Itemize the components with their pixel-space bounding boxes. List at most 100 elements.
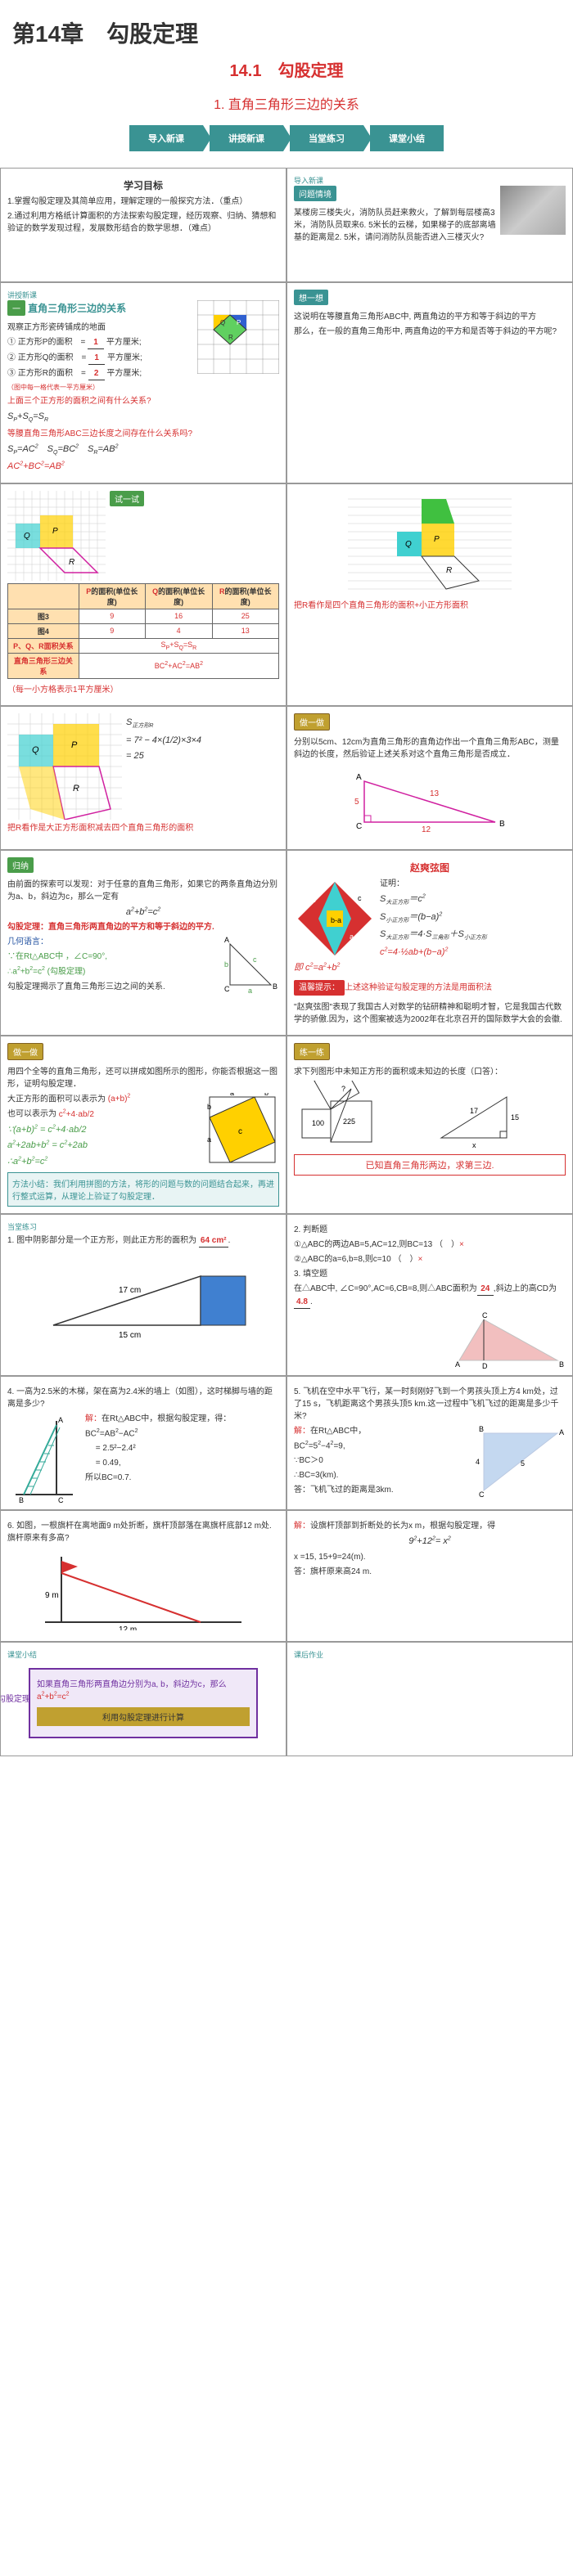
ladder-diagram: ABC bbox=[7, 1413, 81, 1503]
svg-text:R: R bbox=[228, 334, 233, 341]
svg-text:9 m: 9 m bbox=[45, 1591, 59, 1600]
svg-text:?: ? bbox=[341, 1085, 345, 1093]
triangle-5-12-13: A B C 5 12 13 bbox=[348, 765, 512, 838]
sec1-num: 一 bbox=[7, 300, 25, 316]
zhaoshuang-diagram: b b-a a c bbox=[294, 878, 376, 960]
svg-text:B: B bbox=[19, 1496, 24, 1503]
conclusion-lead: 由前面的探索可以发现：对于任意的直角三角形，如果它的两条直角边分别为a、b，斜边… bbox=[7, 879, 279, 903]
zs-title: 赵爽弦图 bbox=[294, 861, 566, 874]
sec1-title: 直角三角形三边的关系 bbox=[28, 303, 126, 314]
sec1-q: 上面三个正方形的面积之间有什么关系? bbox=[7, 395, 279, 407]
svg-text:5: 5 bbox=[354, 798, 359, 807]
try-table: P的面积(单位长度)Q的面积(单位长度)R的面积(单位长度) 图391625 图… bbox=[7, 583, 279, 679]
svg-text:a: a bbox=[207, 1135, 211, 1144]
ex6-text: 6. 如图，一根旗杆在离地面9 m处折断，旗杆顶部落在离旗杆底部12 m处.旗杆… bbox=[7, 1520, 279, 1544]
svg-text:12 m: 12 m bbox=[119, 1625, 137, 1630]
svg-text:b: b bbox=[207, 1103, 211, 1111]
svg-text:15 cm: 15 cm bbox=[119, 1331, 141, 1340]
objectives-title: 学习目标 bbox=[7, 178, 279, 192]
drill-diagram: 100 225 ? 17 15 x bbox=[294, 1081, 539, 1154]
think-tag: 想一想 bbox=[294, 290, 328, 305]
practice-text: 用四个全等的直角三角形，还可以拼成如图所示的图形，你能否根据这一图形，证明勾股定… bbox=[7, 1066, 279, 1090]
objective-2: 2.通过利用方格纸计算面积的方法探索勾股定理，经历观察、归纳、猜想和验证的数学发… bbox=[7, 210, 279, 235]
nav-tab-intro[interactable]: 导入新课 bbox=[129, 125, 203, 151]
svg-text:B: B bbox=[559, 1360, 564, 1369]
cell-sec1: 讲授新课 一 直角三角形三边的关系 Q P R 观察正方形瓷砖铺成的地面 ① 正… bbox=[0, 282, 286, 483]
cell-objectives: 学习目标 1.掌握勾股定理及其简单应用，理解定理的一般探究方法．（重点） 2.通… bbox=[0, 168, 286, 282]
bigsquare-diagram: Q P R bbox=[7, 713, 122, 820]
svg-text:C: C bbox=[356, 822, 362, 831]
ex1-text: 分别以5cm、12cm为直角三角形的直角边作出一个直角三角形ABC，测量斜边的长… bbox=[294, 736, 566, 761]
svg-text:Q: Q bbox=[405, 540, 412, 549]
cell-example1: 做一做 分别以5cm、12cm为直角三角形的直角边作出一个直角三角形ABC，测量… bbox=[286, 706, 573, 850]
objective-1: 1.掌握勾股定理及其简单应用，理解定理的一般探究方法．（重点） bbox=[7, 196, 279, 208]
svg-text:13: 13 bbox=[430, 789, 440, 798]
svg-text:P: P bbox=[52, 527, 58, 536]
drill-text: 求下列图形中未知正方形的面积或未知边的长度（口答）： bbox=[294, 1066, 566, 1078]
cell-homework: 课后作业 bbox=[286, 1642, 573, 1756]
theorem: 勾股定理：直角三角形两直角边的平方和等于斜边的平方. bbox=[7, 921, 279, 933]
cell-intro: 导入新课 问题情境 某楼房三楼失火，消防队员赶来救火，了解到每层楼高3米，消防队… bbox=[286, 168, 573, 282]
sec1-eq3: AC2+BC2=AB2 bbox=[7, 460, 279, 474]
drill-tag: 练一练 bbox=[294, 1043, 330, 1060]
try-diagram: Q P R bbox=[7, 491, 106, 581]
cell-ex5: 5. 飞机在空中水平飞行，某一时刻刚好飞到一个男孩头顶上方4 km处，过了15 … bbox=[286, 1376, 573, 1510]
svg-text:15: 15 bbox=[511, 1113, 519, 1122]
bigsquare-text: 把R看作是大正方形面积减去四个直角三角形的面积 bbox=[7, 822, 279, 834]
ex6sol-lead: 解：设旗杆顶部到折断处的长为x m，根据勾股定理，得 bbox=[294, 1520, 566, 1532]
ex2-i2: ②△ABC的a=6,b=8,则c=10 （ ）× bbox=[294, 1253, 566, 1266]
try-tag: 试一试 bbox=[110, 491, 144, 506]
svg-text:C: C bbox=[482, 1311, 488, 1319]
ex3-diagram: A B C D bbox=[451, 1311, 566, 1369]
split-text: 把R看作是四个直角三角形的面积+小正方形面积 bbox=[294, 600, 566, 612]
svg-text:R: R bbox=[446, 566, 452, 575]
fire-image bbox=[500, 186, 566, 235]
summary-side: 认识勾股定理 bbox=[0, 1694, 30, 1705]
summary-box2: 利用勾股定理进行计算 bbox=[37, 1707, 250, 1726]
svg-text:P: P bbox=[434, 535, 440, 544]
svg-text:Q: Q bbox=[24, 532, 30, 541]
summary-tag: 课堂小结 bbox=[7, 1651, 37, 1659]
ex4-text: 4. 一高为2.5米的木梯，架在高为2.4米的墙上（如图），这时梯脚与墙的距离是… bbox=[7, 1386, 279, 1410]
right-triangle-abc: ABC bac bbox=[222, 936, 279, 993]
conclusion-tag: 归纳 bbox=[7, 857, 34, 873]
svg-text:A: A bbox=[224, 936, 229, 944]
subsection-title: 1. 直角三角形三边的关系 bbox=[12, 93, 561, 113]
svg-text:c: c bbox=[358, 894, 362, 902]
zs-warn: 温馨提示：上述这种验证勾股定理的方法是用面积法 bbox=[294, 980, 566, 999]
svg-text:B: B bbox=[479, 1425, 484, 1433]
svg-text:17 cm: 17 cm bbox=[119, 1286, 141, 1295]
nav-tab-lecture[interactable]: 讲授新课 bbox=[210, 125, 283, 151]
svg-text:225: 225 bbox=[343, 1117, 355, 1126]
flagpole-diagram: 9 m 12 m bbox=[37, 1549, 250, 1630]
svg-text:A: A bbox=[559, 1428, 564, 1436]
cell-practice: 做一做 用四个全等的直角三角形，还可以拼成如图所示的图形，你能否根据这一图形，证… bbox=[0, 1036, 286, 1214]
hw-tag: 课后作业 bbox=[294, 1651, 323, 1659]
svg-text:C: C bbox=[224, 985, 230, 993]
nav-tab-practice[interactable]: 当堂练习 bbox=[290, 125, 363, 151]
svg-text:D: D bbox=[482, 1362, 488, 1369]
svg-text:R: R bbox=[69, 558, 74, 567]
nav-tabs: 导入新课 讲授新课 当堂练习 课堂小结 bbox=[12, 125, 561, 151]
cell-ex23: 2. 判断题 ①△ABC的两边AB=5,AC=12,则BC=13 （ ）× ②△… bbox=[286, 1214, 573, 1376]
svg-text:c: c bbox=[238, 1127, 242, 1136]
ex6sol-eq2: x =15, 15+9=24(m). bbox=[294, 1551, 566, 1563]
svg-text:b: b bbox=[312, 896, 316, 904]
svg-text:100: 100 bbox=[312, 1119, 324, 1127]
summary-box1: 如果直角三角形两直角边分别为a, b，斜边为c，那么 a2+b2=c2 bbox=[37, 1679, 250, 1703]
nav-tab-summary[interactable]: 课堂小结 bbox=[370, 125, 444, 151]
svg-text:A: A bbox=[455, 1360, 460, 1369]
svg-text:A: A bbox=[58, 1416, 63, 1424]
svg-text:a: a bbox=[248, 987, 252, 993]
cell-split: Q P R 把R看作是四个直角三角形的面积+小正方形面积 bbox=[286, 483, 573, 706]
svg-text:x: x bbox=[472, 1141, 476, 1149]
intro-badge: 问题情境 bbox=[294, 186, 336, 201]
airplane-diagram: BAC 4 5 bbox=[476, 1425, 566, 1499]
svg-text:B: B bbox=[499, 820, 505, 829]
ex1-text: 1. 图中阴影部分是一个正方形，则此正方形的面积为 64 cm². bbox=[7, 1234, 279, 1248]
cell-ex4: 4. 一高为2.5米的木梯，架在高为2.4米的墙上（如图），这时梯脚与墙的距离是… bbox=[0, 1376, 286, 1510]
chapter-title: 第14章 勾股定理 bbox=[12, 16, 561, 49]
svg-text:Q: Q bbox=[220, 319, 225, 326]
svg-text:A: A bbox=[356, 773, 362, 782]
cell-think: 想一想 这说明在等腰直角三角形ABC中, 两直角边的平方和等于斜边的平方 那么，… bbox=[286, 282, 573, 483]
